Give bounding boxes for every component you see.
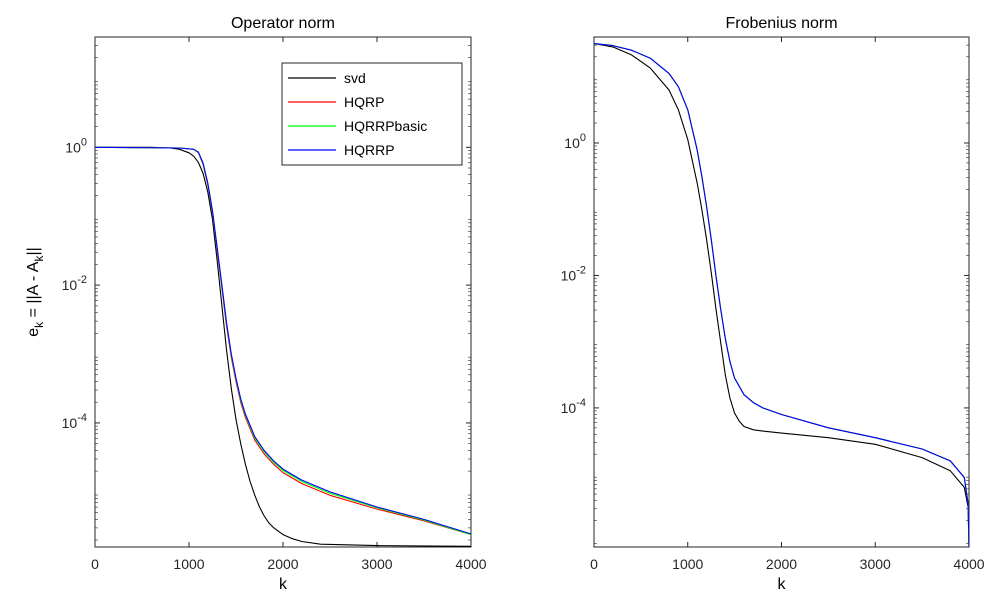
legend-label-hqrrp: HQRRP [344, 142, 395, 158]
x-tick-label: 1000 [173, 556, 204, 572]
chart-title: Frobenius norm [725, 15, 837, 32]
y-tick-label: 10-4 [62, 412, 87, 431]
plot-area [594, 37, 969, 547]
x-tick-label: 4000 [455, 556, 486, 572]
x-axis-label: k [279, 576, 288, 593]
y-axis-label: ek = ||A - Ak|| [25, 247, 46, 337]
x-tick-label: 0 [91, 556, 99, 572]
y-tick-exponent: 0 [580, 132, 586, 144]
y-tick-base: 10 [62, 415, 78, 431]
y-tick-label: 100 [65, 136, 87, 155]
y-tick-base: 10 [561, 267, 577, 283]
chart-title: Operator norm [231, 15, 335, 32]
legend-label-hqrrpbasic: HQRRPbasic [344, 118, 427, 134]
x-tick-label: 2000 [267, 556, 298, 572]
y-tick-base: 10 [564, 135, 580, 151]
y-axis-label-part: || [25, 247, 42, 255]
x-tick-label: 2000 [766, 556, 797, 572]
y-tick-exponent: -2 [576, 264, 586, 276]
y-axis-label-part: e [25, 328, 42, 337]
y-tick-base: 10 [561, 400, 577, 416]
y-tick-exponent: -4 [576, 397, 586, 409]
y-tick-exponent: -2 [77, 274, 87, 286]
x-axis-label: k [778, 576, 787, 593]
y-tick-base: 10 [62, 277, 78, 293]
y-tick-label: 10-2 [561, 264, 586, 283]
y-tick-label: 10-4 [561, 397, 586, 416]
x-tick-label: 3000 [361, 556, 392, 572]
y-tick-base: 10 [65, 139, 81, 155]
legend-label-svd: svd [344, 70, 366, 86]
x-tick-label: 4000 [953, 556, 984, 572]
y-tick-exponent: 0 [81, 136, 87, 148]
y-tick-exponent: -4 [77, 412, 87, 424]
x-tick-label: 0 [590, 556, 598, 572]
y-axis-label-part: = ||A - A [25, 261, 42, 322]
x-tick-label: 3000 [860, 556, 891, 572]
x-tick-label: 1000 [672, 556, 703, 572]
y-tick-label: 100 [564, 132, 586, 151]
y-tick-label: 10-2 [62, 274, 87, 293]
legend-label-hqrp: HQRP [344, 94, 384, 110]
